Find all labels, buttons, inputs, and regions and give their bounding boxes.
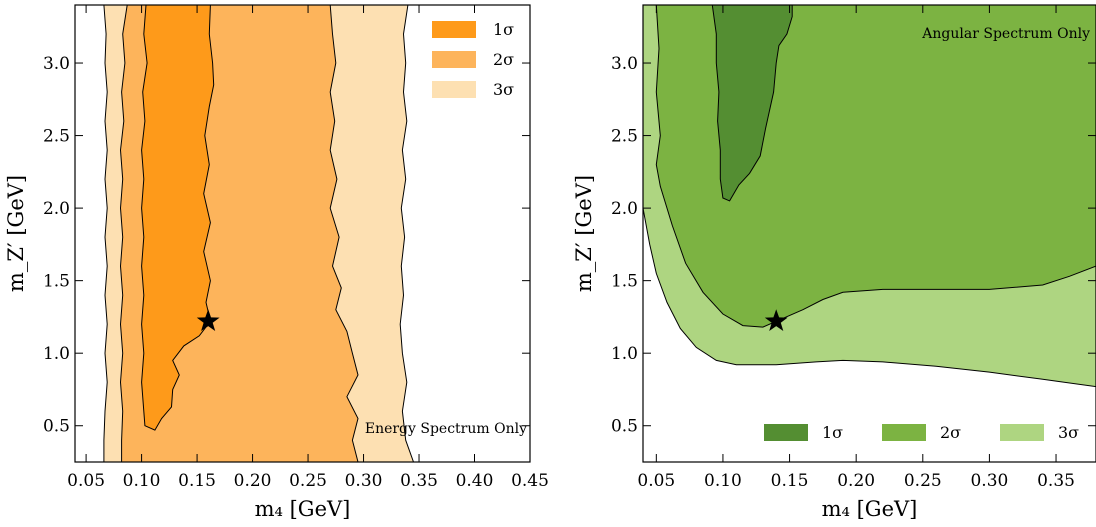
legend-swatch [432, 51, 476, 68]
panel-annotation: Energy Spectrum Only [365, 421, 527, 437]
x-tick-label: 0.25 [289, 471, 327, 491]
x-tick-label: 0.10 [123, 471, 161, 491]
contour-region-1sigma [711, 5, 793, 202]
x-axis-label: m₄ [GeV] [822, 497, 918, 521]
x-tick-label: 0.20 [234, 471, 272, 491]
legend-swatch [764, 424, 808, 441]
x-tick-label: 0.35 [1037, 471, 1075, 491]
y-tick-label: 1.0 [43, 344, 70, 364]
panel-2: 0.05 0.10 0.15 0.20 0.25 0.30 0.35 0.5 1.0 1.5 2.0… [572, 4, 1096, 521]
plot-area [643, 5, 1096, 388]
y-tick-label: 1.5 [43, 272, 70, 292]
y-tick-label: 3.0 [611, 54, 638, 74]
x-tick-label: 0.30 [970, 471, 1008, 491]
y-tick-label: 3.0 [43, 54, 70, 74]
x-tick-label: 0.45 [511, 471, 549, 491]
y-tick-label: 0.5 [43, 417, 70, 437]
plot-frame [74, 4, 531, 463]
y-tick-label: 2.0 [611, 199, 638, 219]
best-fit-star [764, 309, 788, 331]
x-tick-label: 0.35 [400, 471, 438, 491]
x-tick-label: 0.30 [345, 471, 383, 491]
y-tick-label: 0.5 [611, 417, 638, 437]
contour-region-1sigma [141, 5, 215, 431]
x-axis-label: m₄ [GeV] [255, 497, 351, 521]
panel-1: 0.05 0.10 0.15 0.20 0.25 0.30 0.35 0.40 0.45 0.5 1… [4, 4, 549, 521]
y-tick-label: 2.5 [43, 127, 70, 147]
legend-swatch [432, 21, 476, 38]
y-axis-label: m_Z′ [GeV] [572, 175, 596, 292]
x-tick-label: 0.40 [456, 471, 494, 491]
legend-label: 2σ [940, 423, 961, 442]
plot-area [103, 5, 415, 462]
x-tick-label: 0.20 [837, 471, 875, 491]
x-tick-label: 0.25 [904, 471, 942, 491]
y-tick-label: 1.0 [611, 344, 638, 364]
plot-frame [642, 4, 1096, 463]
legend-label: 1σ [493, 20, 514, 39]
x-tick-label: 0.15 [178, 471, 216, 491]
legend-label: 3σ [493, 80, 514, 99]
x-tick-label: 0.15 [771, 471, 809, 491]
y-tick-label: 2.5 [611, 127, 638, 147]
legend-swatch [882, 424, 926, 441]
legend-swatch [432, 81, 476, 98]
legend-label: 2σ [493, 50, 514, 69]
x-tick-label: 0.10 [704, 471, 742, 491]
x-tick-label: 0.05 [67, 471, 105, 491]
x-tick-label: 0.05 [637, 471, 675, 491]
y-axis-label: m_Z′ [GeV] [4, 175, 28, 292]
panel-annotation: Angular Spectrum Only [921, 26, 1090, 42]
legend-swatch [1000, 424, 1044, 441]
legend-label: 3σ [1058, 423, 1079, 442]
best-fit-star [196, 309, 220, 331]
y-tick-label: 2.0 [43, 199, 70, 219]
y-tick-label: 1.5 [611, 272, 638, 292]
legend-label: 1σ [822, 423, 843, 442]
